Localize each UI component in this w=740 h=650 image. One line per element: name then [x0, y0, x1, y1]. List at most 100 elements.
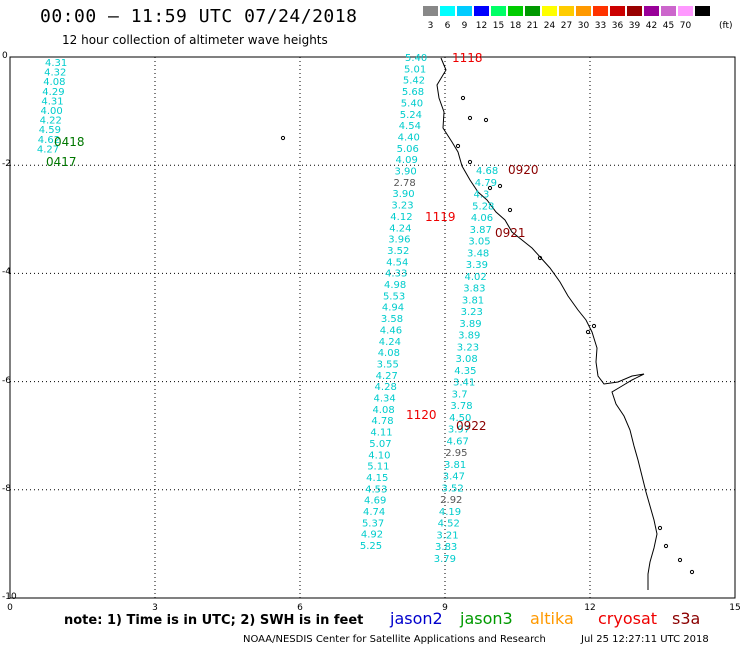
wave-height-value: 5.53: [383, 291, 405, 302]
wave-height-value: 4.68: [476, 166, 498, 177]
wave-height-value: 4.54: [399, 121, 421, 132]
wave-height-value: 5.06: [397, 144, 419, 155]
wave-height-value: 4.53: [365, 484, 387, 495]
wave-height-value: 4.31: [41, 96, 63, 107]
wave-height-value: 3.23: [461, 307, 483, 318]
scale-swatch: [660, 5, 677, 17]
wave-height-value: 4.46: [380, 325, 402, 336]
y-tick-label: -6: [2, 375, 11, 386]
island-marker: [467, 159, 473, 165]
wave-height-value: 2.92: [440, 495, 462, 506]
wave-height-value: 3.39: [466, 260, 488, 271]
pass-time-label: 1118: [452, 51, 483, 65]
wave-height-value: 2.78: [393, 178, 415, 189]
wave-height-value: 5.01: [404, 64, 426, 75]
scale-label: 6: [444, 21, 451, 31]
wave-height-value: 4.02: [464, 272, 486, 283]
wave-height-value: 5.07: [369, 439, 391, 450]
wave-height-value: 5.40: [401, 98, 423, 109]
y-tick-label: -8: [2, 483, 11, 494]
satellite-name: jason3: [460, 609, 513, 628]
generated-timestamp: Jul 25 12:27:11 UTC 2018: [581, 634, 709, 645]
wave-height-value: 3.96: [388, 235, 410, 246]
wave-height-value: 3.83: [435, 542, 457, 553]
x-tick-label: 12: [584, 603, 596, 613]
wave-height-value: 3.41: [453, 378, 475, 389]
scale-label: 18: [509, 21, 522, 31]
wave-height-value: 3.90: [392, 189, 414, 200]
scale-swatch: [524, 5, 541, 17]
wave-height-value: 5.24: [400, 110, 422, 121]
wave-height-value: 4.11: [370, 428, 392, 439]
island-marker: [487, 185, 493, 191]
wave-height-value: 5.68: [402, 87, 424, 98]
island-marker: [455, 143, 461, 149]
island-marker: [507, 207, 513, 213]
wave-height-value: 4.19: [439, 507, 461, 518]
wave-height-value: 4.27: [37, 144, 59, 155]
wave-height-value: 4.10: [368, 450, 390, 461]
wave-height-value: 4.27: [376, 371, 398, 382]
y-tick-label: -2: [2, 159, 11, 170]
wave-height-value: 3.58: [381, 314, 403, 325]
wave-height-value: 3.90: [395, 167, 417, 178]
wave-height-value: 4.94: [382, 303, 404, 314]
map-title: 00:00 – 11:59 UTC 07/24/2018: [40, 6, 358, 27]
island-marker: [280, 135, 286, 141]
island-marker: [663, 543, 669, 549]
wave-height-value: 4.32: [44, 68, 66, 79]
wave-height-value: 3.89: [459, 319, 481, 330]
wave-height-value: 4.54: [386, 257, 408, 268]
scale-swatch: [609, 5, 626, 17]
island-marker: [689, 569, 695, 575]
wave-height-value: 3.97: [448, 425, 470, 436]
wave-height-value: 3.78: [450, 401, 472, 412]
wave-height-value: 3.21: [436, 530, 458, 541]
wave-height-value: 4.35: [454, 366, 476, 377]
scale-swatch: [575, 5, 592, 17]
wave-height-value: 4.78: [371, 416, 393, 427]
scale-label: 24: [543, 21, 556, 31]
satellite-name: cryosat: [598, 609, 658, 628]
map-subtitle: 12 hour collection of altimeter wave hei…: [62, 33, 328, 47]
scale-label: 27: [560, 21, 573, 31]
pass-time-label: 0921: [495, 226, 526, 240]
scale-label: 36: [611, 21, 624, 31]
scale-label: 70: [679, 21, 692, 31]
wave-height-value: 3.05: [468, 237, 490, 248]
x-tick-label: 6: [297, 603, 303, 613]
island-marker: [467, 115, 473, 121]
wave-height-value: 4.92: [361, 530, 383, 541]
scale-swatch: [643, 5, 660, 17]
scale-label: 39: [628, 21, 641, 31]
y-tick-label: 0: [2, 51, 8, 61]
scale-swatch: [592, 5, 609, 17]
footer-note: note: 1) Time is in UTC; 2) SWH is in fe…: [64, 613, 364, 628]
scale-label: 30: [577, 21, 590, 31]
scale-label: 9: [461, 21, 468, 31]
scale-swatch: [626, 5, 643, 17]
wave-height-value: 5.42: [403, 76, 425, 87]
x-tick-label: 15: [729, 603, 740, 613]
wave-height-value: 4.00: [41, 106, 63, 117]
scale-label: 33: [594, 21, 607, 31]
wave-height-value: 4.34: [374, 394, 396, 405]
wave-height-value: 3.08: [456, 354, 478, 365]
color-scale-unit: (ft): [719, 21, 733, 31]
pass-time-label: 0417: [46, 155, 77, 169]
scale-label: 15: [492, 21, 505, 31]
scale-swatch: [456, 5, 473, 17]
island-marker: [585, 329, 591, 335]
satellite-name: jason2: [390, 609, 443, 628]
wave-height-value: 4.08: [43, 77, 65, 88]
x-tick-label: 3: [152, 603, 158, 613]
wave-height-value: 4.67: [447, 436, 469, 447]
y-tick-label: -10: [2, 592, 17, 602]
scale-swatch: [541, 5, 558, 17]
scale-swatch: [473, 5, 490, 17]
island-marker: [497, 183, 503, 189]
map-frame: [9, 56, 736, 599]
credit-line: NOAA/NESDIS Center for Satellite Applica…: [243, 634, 546, 645]
wave-height-value: 4.98: [384, 280, 406, 291]
wave-height-value: 4.15: [366, 473, 388, 484]
